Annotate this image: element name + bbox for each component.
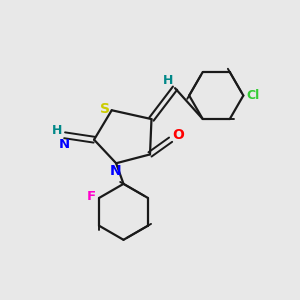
Text: H: H bbox=[163, 74, 173, 87]
Text: H: H bbox=[52, 124, 62, 137]
Text: S: S bbox=[100, 102, 110, 116]
Text: F: F bbox=[87, 190, 96, 203]
Text: N: N bbox=[59, 138, 70, 151]
Text: Cl: Cl bbox=[247, 89, 260, 102]
Text: O: O bbox=[172, 128, 184, 142]
Text: N: N bbox=[110, 164, 122, 178]
